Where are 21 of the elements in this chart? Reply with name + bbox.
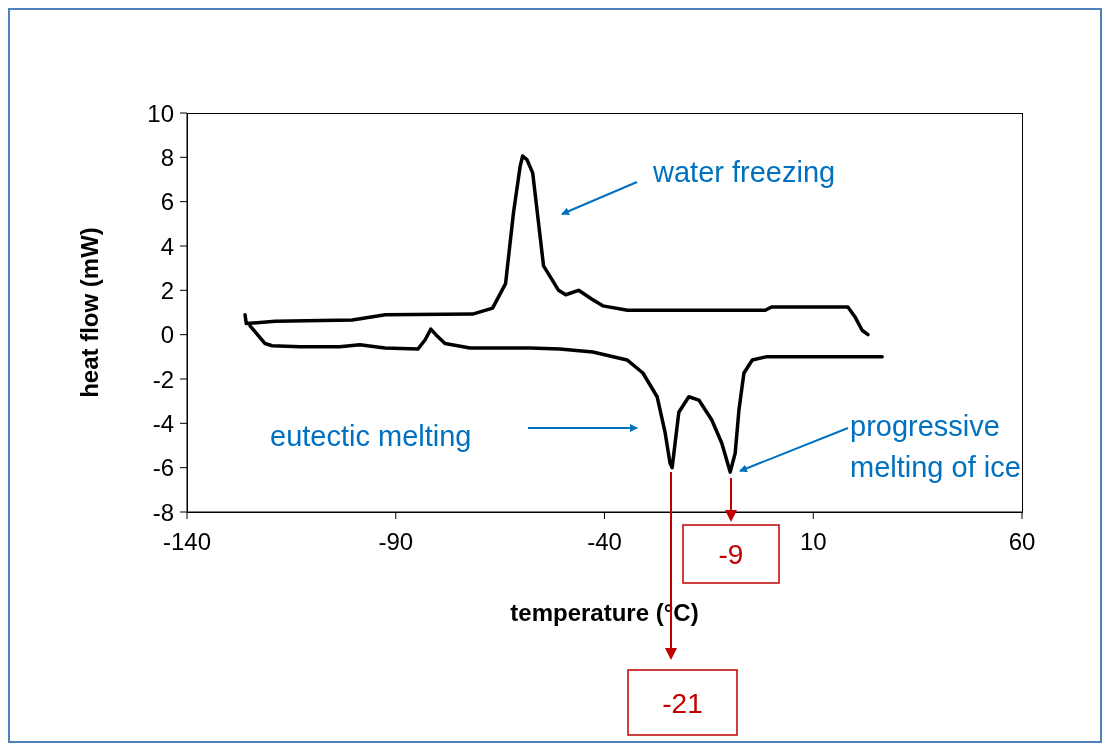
annotation: progressive melting of ice xyxy=(850,410,1021,483)
y-tick-label: -8 xyxy=(152,498,174,526)
x-tick-label: -40 xyxy=(587,528,622,556)
y-axis-title: heat flow (mW) xyxy=(76,227,103,398)
y-tick-label: -4 xyxy=(152,409,174,437)
text: -9 xyxy=(718,539,744,570)
y-tick-label: 8 xyxy=(160,143,174,171)
y-tick-label: 10 xyxy=(147,99,174,127)
y-tick-label: 2 xyxy=(160,276,174,304)
y-tick-label: -6 xyxy=(152,454,174,482)
x-tick-label: 60 xyxy=(1008,528,1036,556)
annotation: water freezing xyxy=(652,156,836,188)
y-tick-label: -2 xyxy=(152,365,174,393)
text: -21 xyxy=(662,687,703,719)
y-tick-label: 4 xyxy=(160,232,174,260)
annotation: eutectic melting xyxy=(270,420,472,452)
y-tick-label: 6 xyxy=(160,188,174,216)
y-tick-label: 0 xyxy=(160,321,174,349)
x-tick-label: -90 xyxy=(378,528,414,556)
x-tick-label: 10 xyxy=(799,528,827,556)
x-tick-label: -140 xyxy=(162,528,212,556)
